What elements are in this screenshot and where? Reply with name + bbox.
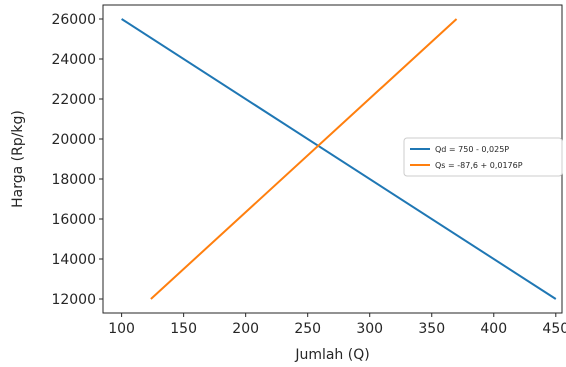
x-tick-label: 350 [418,321,445,337]
x-tick-label: 300 [356,321,383,337]
series-layer [121,18,557,300]
series-line-0 [121,18,557,300]
y-tick-label: 22000 [51,92,96,108]
x-axis-label: Jumlah (Q) [294,347,369,363]
y-tick-label: 24000 [51,52,96,68]
x-tick-label: 450 [542,321,566,337]
x-tick-label: 200 [232,321,259,337]
series-line-1 [150,18,458,300]
x-tick-label: 400 [480,321,507,337]
y-tick-label: 26000 [51,12,96,28]
x-axis: 100 150 200 250 300 350 400 450 [108,313,566,337]
y-tick-label: 18000 [51,172,96,188]
y-tick-label: 12000 [51,292,96,308]
y-axis-label: Harga (Rp/kg) [10,110,26,208]
y-tick-label: 20000 [51,132,96,148]
x-tick-label: 150 [170,321,197,337]
y-tick-label: 14000 [51,252,96,268]
legend-box [403,137,563,177]
legend-label-1: Qs = -87,6 + 0,0176P [435,161,523,170]
legend-label-0: Qd = 750 - 0,025P [435,145,509,154]
x-tick-label: 250 [294,321,321,337]
y-tick-label: 16000 [51,212,96,228]
x-tick-label: 100 [108,321,135,337]
y-axis: 12000 14000 16000 18000 20000 22000 24000 26000 [51,12,103,308]
legend: Qd = 750 - 0,025P Qs = -87,6 + 0,0176P [403,137,563,177]
